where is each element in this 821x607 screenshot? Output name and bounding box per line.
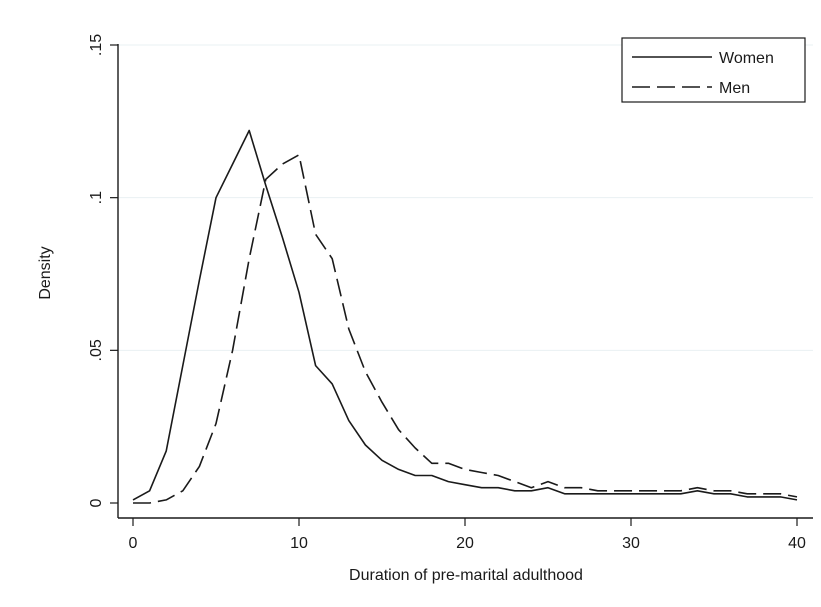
x-axis-title: Duration of pre-marital adulthood (349, 567, 583, 584)
legend: Women Men (621, 37, 806, 103)
y-tick-label: .1 (88, 191, 105, 204)
legend-label-women: Women (719, 50, 774, 67)
y-ticks: 0 .05 .1 .15 (88, 34, 118, 507)
x-tick-label: 40 (788, 535, 806, 552)
series-line-women (132, 129, 798, 501)
x-ticks: 0 10 20 30 40 (129, 518, 806, 552)
legend-label-men: Men (719, 80, 750, 97)
legend-box (621, 37, 806, 103)
x-tick-label: 20 (456, 535, 474, 552)
y-axis-title: Density (37, 246, 54, 299)
x-tick-label: 0 (129, 535, 138, 552)
y-tick-label: 0 (88, 498, 105, 507)
x-tick-label: 30 (622, 535, 640, 552)
series-layer (132, 129, 798, 504)
x-tick-label: 10 (290, 535, 308, 552)
y-tick-label: .15 (88, 34, 105, 56)
series-line-men (133, 154, 798, 504)
y-tick-label: .05 (88, 339, 105, 361)
